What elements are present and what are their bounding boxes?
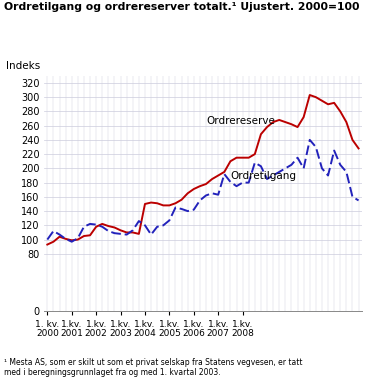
Text: 1.kv.: 1.kv. [61,320,82,329]
Text: 2008: 2008 [231,329,254,338]
Text: Indeks: Indeks [6,61,41,71]
Text: 1.kv.: 1.kv. [86,320,107,329]
Text: 1.kv.: 1.kv. [110,320,131,329]
Text: Ordretilgang: Ordretilgang [230,171,296,181]
Text: ¹ Mesta AS, som er skilt ut som et privat selskap fra Statens vegvesen, er tatt
: ¹ Mesta AS, som er skilt ut som et priva… [4,358,302,377]
Text: 2003: 2003 [109,329,132,338]
Text: 2004: 2004 [134,329,156,338]
Text: 1.kv.: 1.kv. [232,320,253,329]
Text: 2000: 2000 [36,329,59,338]
Text: 1. kv.: 1. kv. [35,320,59,329]
Text: 2006: 2006 [182,329,205,338]
Text: 1.kv.: 1.kv. [159,320,180,329]
Text: Ordrereserve: Ordrereserve [206,116,275,126]
Text: 1.kv.: 1.kv. [183,320,204,329]
Text: 1.kv.: 1.kv. [134,320,156,329]
Text: 2005: 2005 [158,329,181,338]
Text: 2007: 2007 [207,329,230,338]
Text: Ordretilgang og ordrereserver totalt.¹ Ujustert. 2000=100: Ordretilgang og ordrereserver totalt.¹ U… [4,2,359,12]
Text: 2001: 2001 [60,329,83,338]
Text: 2002: 2002 [85,329,107,338]
Text: 1.kv.: 1.kv. [207,320,229,329]
